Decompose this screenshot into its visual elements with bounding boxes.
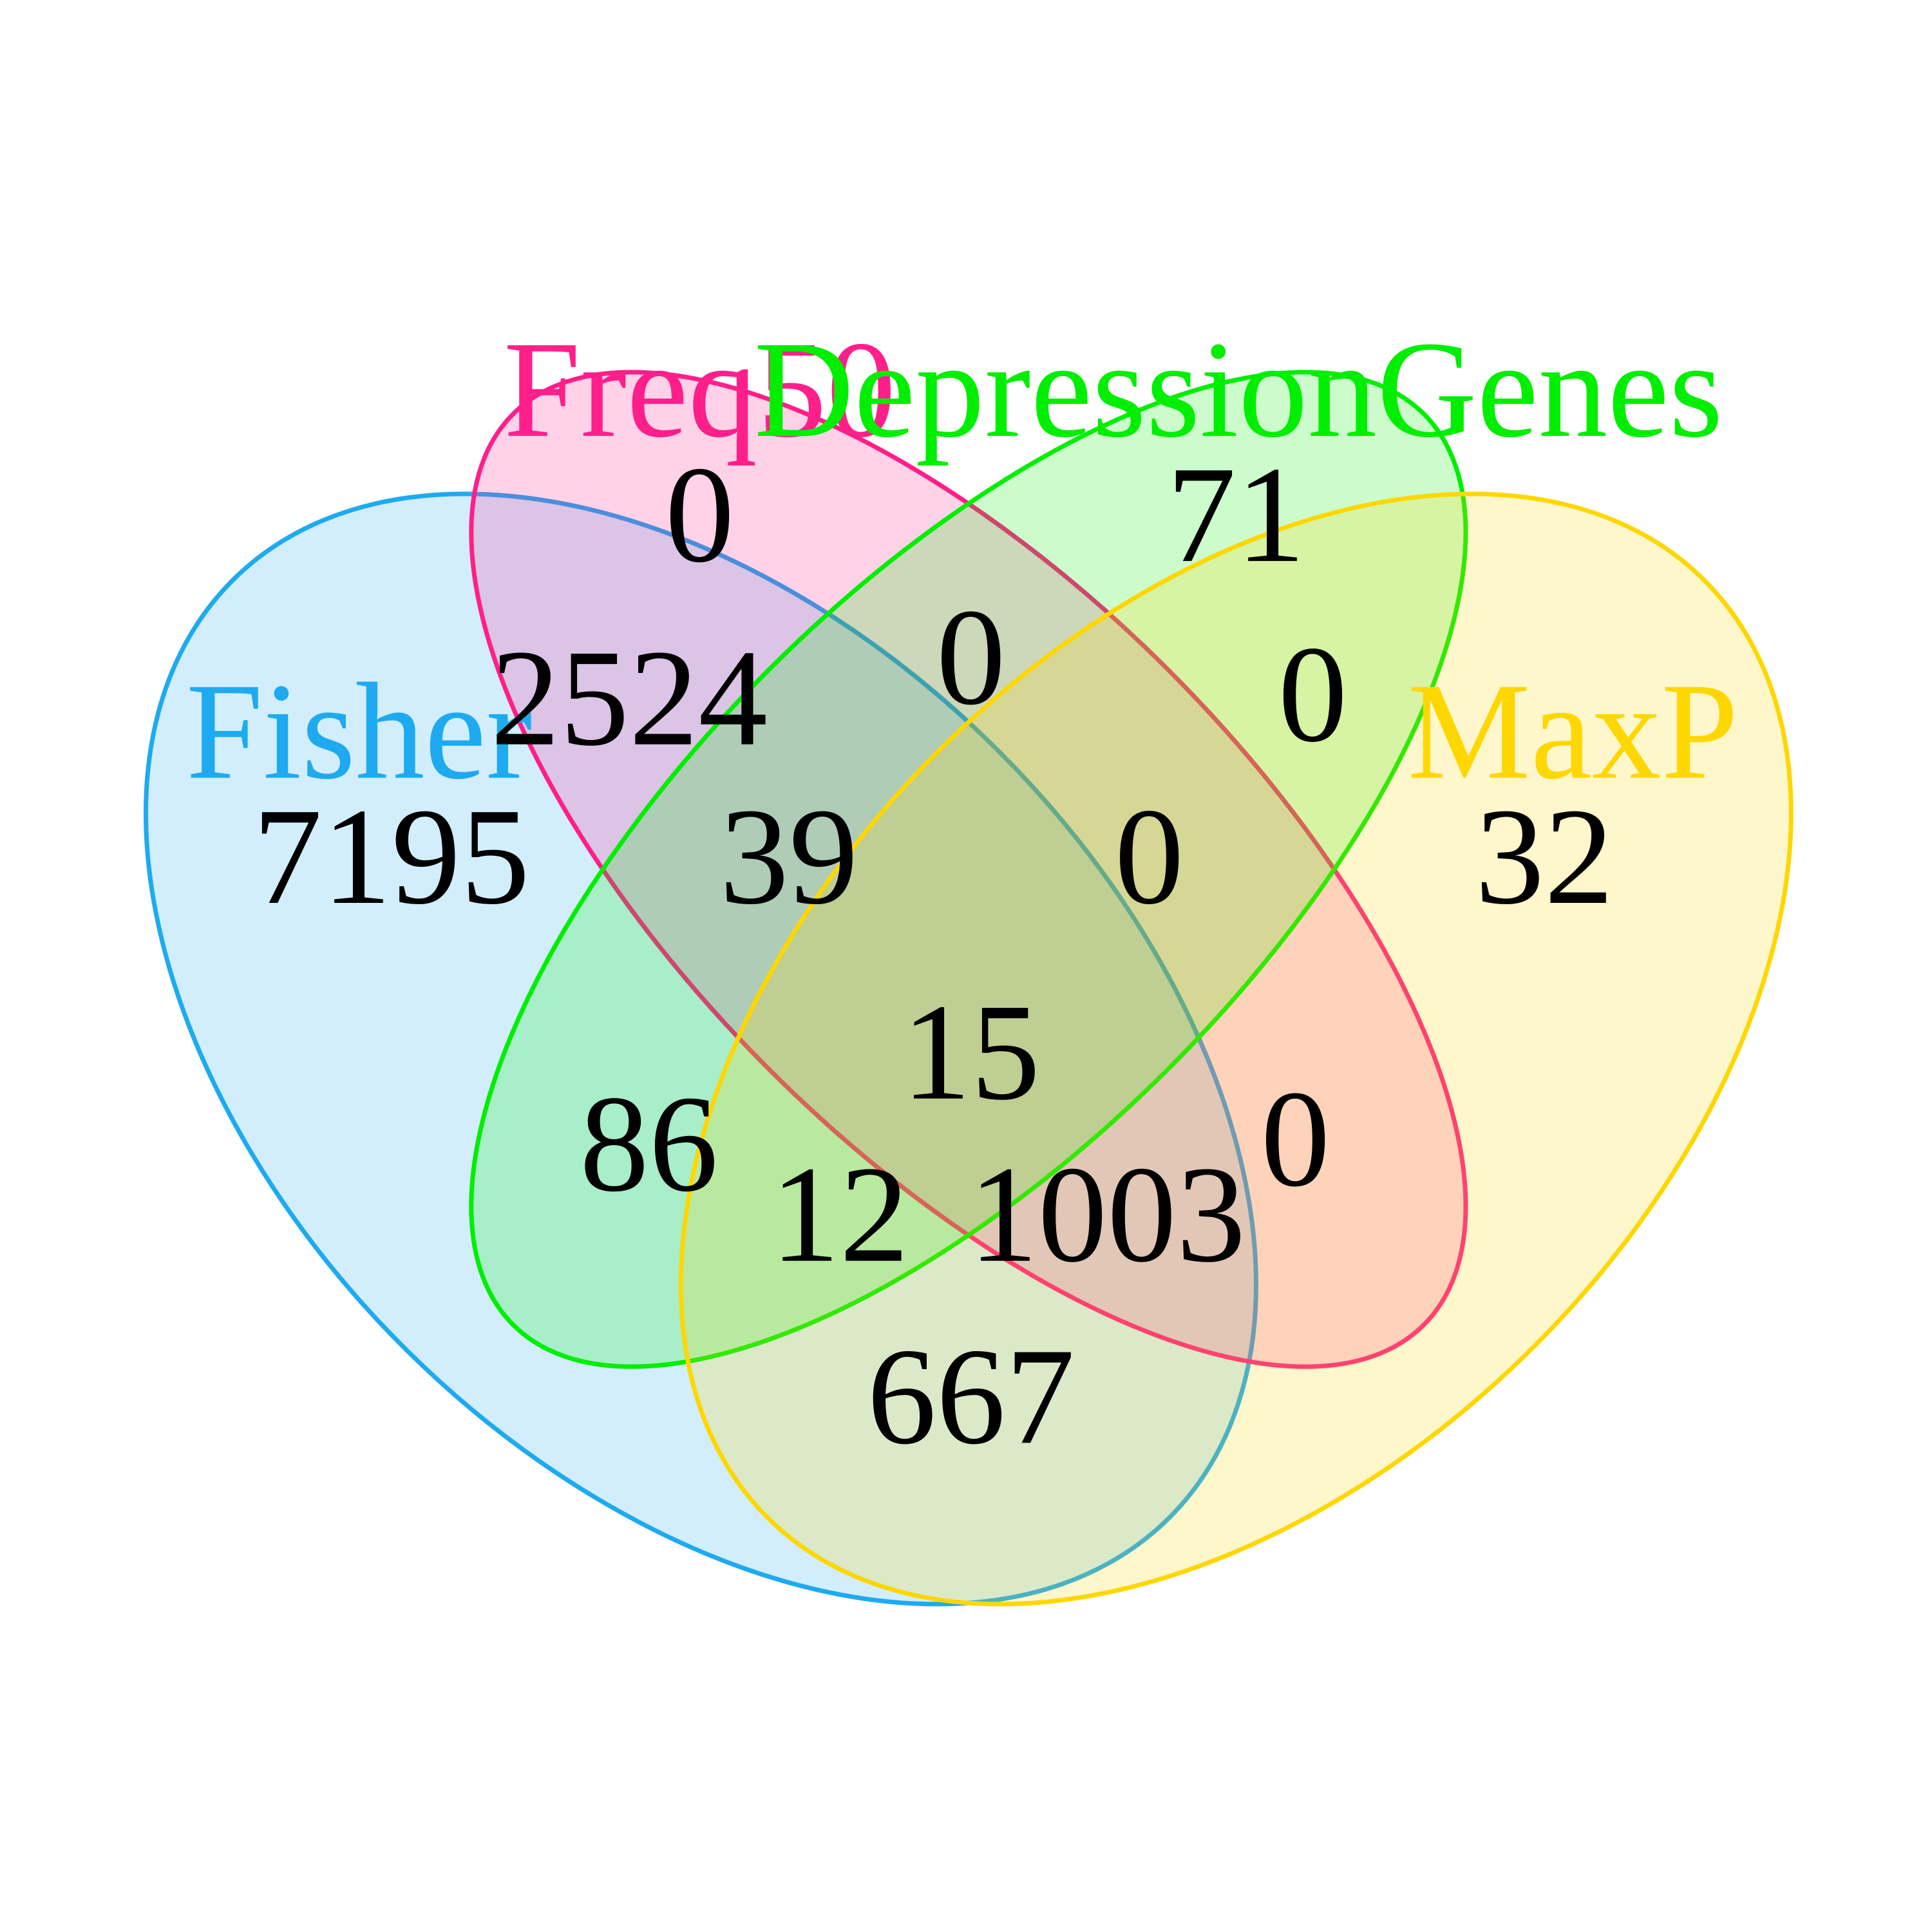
region-count-depression-only: 71 [1167, 437, 1305, 591]
region-count-freq-only: 0 [665, 437, 735, 591]
set-ellipses [143, 370, 1794, 1607]
freq-ellipse [469, 370, 1468, 1369]
region-count-freq-depression: 0 [936, 580, 1006, 734]
region-count-freq-depression-maxp: 0 [1115, 779, 1184, 933]
region-count-fisher-depression-maxp: 12 [770, 1137, 909, 1291]
region-count-fisher-depression: 86 [580, 1066, 718, 1220]
fisher-ellipse [143, 491, 1258, 1607]
region-count-freq-maxp: 0 [1261, 1061, 1331, 1215]
region-count-fisher-maxp: 667 [867, 1319, 1075, 1473]
region-count-fisher-freq-depression: 39 [720, 779, 858, 933]
region-count-fisher-freq-maxp: 1003 [969, 1137, 1245, 1291]
freq-set-label: Freq50 [504, 312, 896, 466]
region-count-fisher-only: 7195 [253, 779, 530, 933]
region-count-fisher-freq: 2524 [491, 621, 768, 775]
maxp-ellipse [678, 491, 1794, 1607]
region-count-maxp-only: 32 [1475, 779, 1614, 933]
depression-set-label: DepressionGenes [754, 312, 1723, 466]
fisher-set-label: Fisher [186, 654, 533, 808]
region-count-all-four: 15 [902, 975, 1040, 1129]
maxp-set-label: MaxP [1408, 654, 1739, 808]
region-count-depression-maxp: 0 [1278, 617, 1348, 771]
depression-ellipse [469, 370, 1468, 1369]
